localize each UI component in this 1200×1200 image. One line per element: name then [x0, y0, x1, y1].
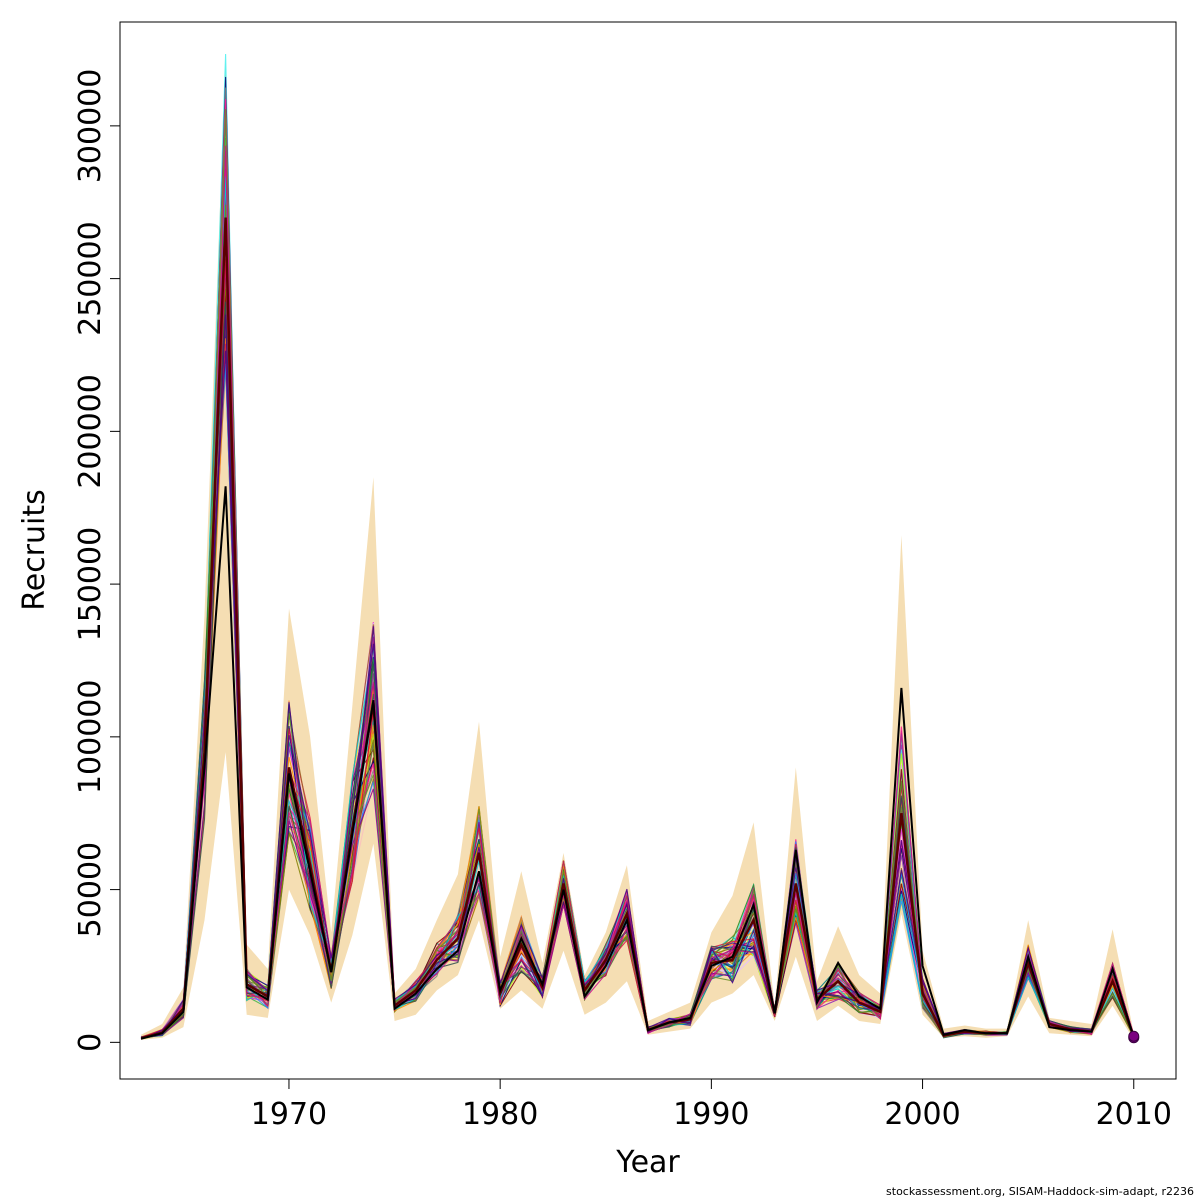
- x-tick-label: 1980: [462, 1097, 538, 1132]
- estimate-lines: [140, 217, 1140, 1044]
- ensemble-line: [141, 191, 1135, 1038]
- ensemble-line: [141, 188, 1135, 1039]
- endpoint-marker: [1128, 1030, 1140, 1042]
- ensemble-line: [141, 178, 1135, 1038]
- x-tick-label: 1970: [251, 1097, 327, 1132]
- ensemble-line: [140, 168, 1135, 1040]
- ensemble-line: [140, 109, 1135, 1040]
- ensemble-line: [141, 76, 1135, 1038]
- ensemble-line: [140, 177, 1135, 1040]
- x-axis-title: Year: [615, 1145, 680, 1180]
- y-tick-label: 250000: [73, 221, 108, 336]
- ensemble-line: [140, 170, 1135, 1040]
- ensemble-line: [140, 87, 1135, 1038]
- y-tick-label: 150000: [73, 527, 108, 642]
- y-axis: 0 50000 100000 150000 200000 250000 300000: [73, 69, 120, 1052]
- confidence-band: [141, 58, 1134, 1040]
- ensemble-line: [140, 169, 1135, 1040]
- series-line-point-estimate: [140, 486, 1135, 1040]
- y-tick-label: 100000: [73, 680, 108, 795]
- ensemble-line: [141, 137, 1135, 1039]
- x-tick-label: 1990: [673, 1097, 749, 1132]
- y-tick-label: 0: [73, 1033, 108, 1052]
- y-tick-label: 200000: [73, 374, 108, 489]
- plot-frame: [119, 21, 1177, 1080]
- ensemble-line: [141, 98, 1135, 1039]
- ensemble-line: [140, 176, 1135, 1040]
- ensemble-line: [140, 187, 1135, 1040]
- y-tick-label: 300000: [73, 69, 108, 184]
- ensemble-line: [141, 115, 1135, 1038]
- x-tick-label: 2010: [1096, 1097, 1172, 1132]
- ensemble-line: [140, 145, 1135, 1040]
- ensemble-line: [140, 151, 1135, 1039]
- ensemble-line: [140, 99, 1135, 1039]
- ensemble-line: [141, 108, 1135, 1039]
- x-tick-label: 2000: [884, 1097, 960, 1132]
- confidence-band-area: [141, 58, 1134, 1040]
- x-axis: 1970 1980 1990 2000 2010: [251, 1079, 1172, 1132]
- footer-caption: stockassessment.org, SISAM-Haddock-sim-a…: [886, 1185, 1194, 1198]
- ensemble-line: [140, 159, 1135, 1040]
- y-tick-label: 50000: [73, 842, 108, 937]
- ensemble-line: [140, 75, 1135, 1039]
- y-axis-title: Recruits: [17, 489, 52, 611]
